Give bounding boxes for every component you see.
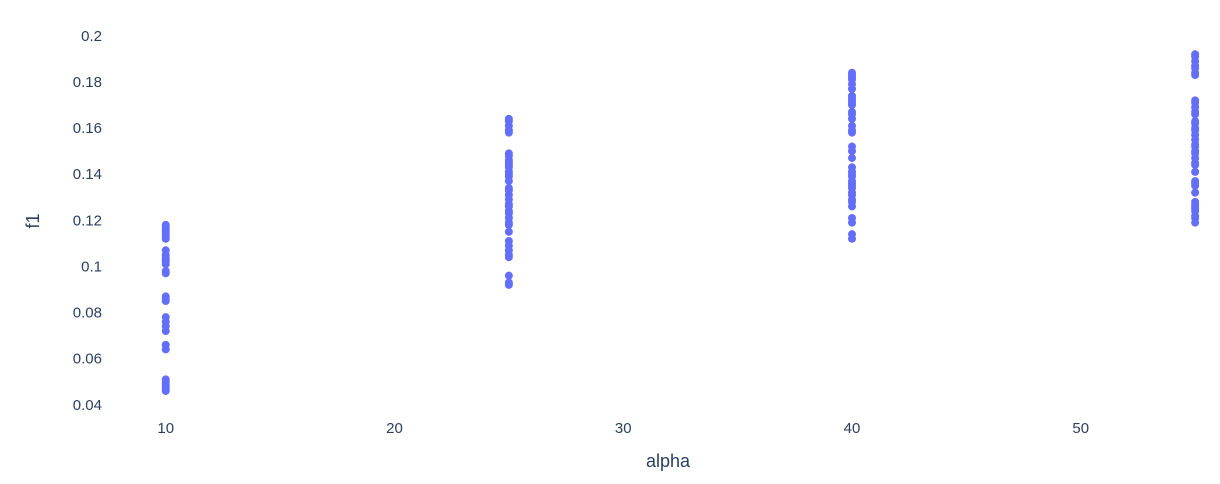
scatter-point xyxy=(848,142,856,151)
y-tick-label: 0.14 xyxy=(73,166,102,183)
scatter-point xyxy=(848,121,856,130)
y-tick-label: 0.12 xyxy=(73,212,102,229)
y-tick-label: 0.2 xyxy=(81,28,102,45)
y-axis-title: f1 xyxy=(23,213,43,228)
scatter-point xyxy=(161,267,170,276)
scatter-point xyxy=(848,214,856,222)
scatter-point xyxy=(504,237,513,246)
scatter-point xyxy=(504,149,513,158)
scatter-point xyxy=(848,91,856,100)
y-tick-label: 0.16 xyxy=(73,120,102,137)
scatter-point xyxy=(504,184,513,193)
y-axis-ticks: 0.04 0.06 0.08 0.1 0.12 0.14 0.16 0.18 0.2 xyxy=(73,28,102,414)
scatter-point xyxy=(1191,50,1200,59)
scatter-point xyxy=(848,154,856,163)
y-tick-label: 0.04 xyxy=(73,397,102,414)
scatter-point xyxy=(848,68,856,77)
scatter-point xyxy=(161,292,170,301)
scatter-point xyxy=(848,163,856,172)
scatter-point xyxy=(161,375,170,384)
x-tick-label: 20 xyxy=(386,420,403,437)
scatter-point xyxy=(1191,197,1200,206)
scatter-point xyxy=(1191,188,1200,197)
scatter-point xyxy=(1191,96,1200,105)
y-tick-label: 0.1 xyxy=(81,258,102,275)
x-tick-label: 30 xyxy=(615,420,632,437)
scatter-point xyxy=(504,227,513,236)
scatter-point xyxy=(504,114,513,123)
scatter-point xyxy=(161,220,170,229)
scatter-point xyxy=(161,340,170,349)
scatter-point xyxy=(504,271,513,280)
scatter-point xyxy=(1191,167,1200,176)
scatter-point xyxy=(161,246,170,255)
y-tick-label: 0.06 xyxy=(73,351,102,368)
data-points xyxy=(161,50,1200,395)
x-tick-label: 40 xyxy=(844,420,861,437)
scatter-point xyxy=(1191,117,1200,126)
scatter-point xyxy=(848,230,856,239)
x-tick-label: 10 xyxy=(157,420,174,437)
scatter-point xyxy=(161,313,170,322)
scatter-point xyxy=(504,278,513,287)
scatter-point xyxy=(1191,177,1200,186)
y-tick-label: 0.08 xyxy=(73,305,102,322)
scatter-point xyxy=(848,107,856,116)
x-axis-ticks: 10 20 30 40 50 xyxy=(157,420,1089,437)
x-tick-label: 50 xyxy=(1072,420,1089,437)
y-tick-label: 0.18 xyxy=(73,74,102,91)
x-axis-title: alpha xyxy=(646,451,691,471)
